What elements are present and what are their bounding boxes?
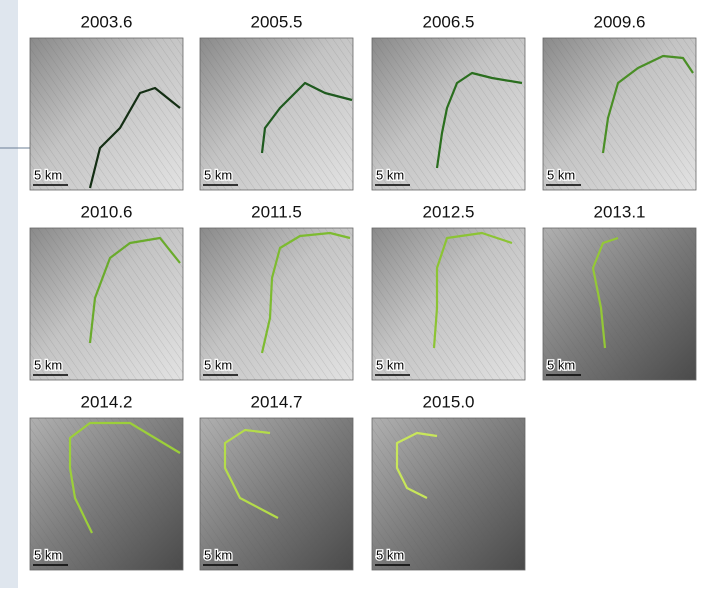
panel: 2003.6 5 km: [30, 12, 183, 190]
scale-label: 5 km: [34, 167, 62, 182]
panel: 2012.5 5 km: [372, 202, 525, 380]
panel-year: 2014.7: [251, 392, 303, 411]
scale-label: 5 km: [204, 547, 232, 562]
scale-label: 5 km: [34, 547, 62, 562]
panel-year: 2012.5: [423, 202, 475, 221]
scale-label: 5 km: [376, 357, 404, 372]
panel: 2011.5 5 km: [200, 202, 353, 380]
panel: 2005.5 5 km: [200, 12, 353, 190]
panel-year: 2010.6: [81, 202, 133, 221]
scale-label: 5 km: [204, 357, 232, 372]
panel-year: 2009.6: [594, 12, 646, 31]
panel: 2013.1 5 km: [543, 202, 696, 380]
panel-year: 2006.5: [423, 12, 475, 31]
panel-year: 2015.0: [423, 392, 475, 411]
panel-year: 2011.5: [251, 202, 302, 221]
panel-year: 2014.2: [81, 392, 133, 411]
scale-label: 5 km: [547, 167, 575, 182]
panel: 2015.0 5 km: [372, 392, 525, 570]
scale-label: 5 km: [547, 357, 575, 372]
scale-label: 5 km: [34, 357, 62, 372]
panel: 2014.7 5 km: [200, 392, 353, 570]
side-strip: [0, 0, 18, 588]
scale-label: 5 km: [376, 547, 404, 562]
figure: 2003.6 5 km 2005.5 5 km 2006.5 5 km 2009.6 5 km…: [0, 0, 710, 588]
panel: 2014.2 5 km: [30, 392, 183, 570]
scale-label: 5 km: [376, 167, 404, 182]
panel-year: 2013.1: [594, 202, 646, 221]
panel: 2006.5 5 km: [372, 12, 525, 190]
panel-year: 2003.6: [81, 12, 133, 31]
panel: 2009.6 5 km: [543, 12, 696, 190]
scale-label: 5 km: [204, 167, 232, 182]
panel-year: 2005.5: [251, 12, 303, 31]
panel: 2010.6 5 km: [30, 202, 183, 380]
